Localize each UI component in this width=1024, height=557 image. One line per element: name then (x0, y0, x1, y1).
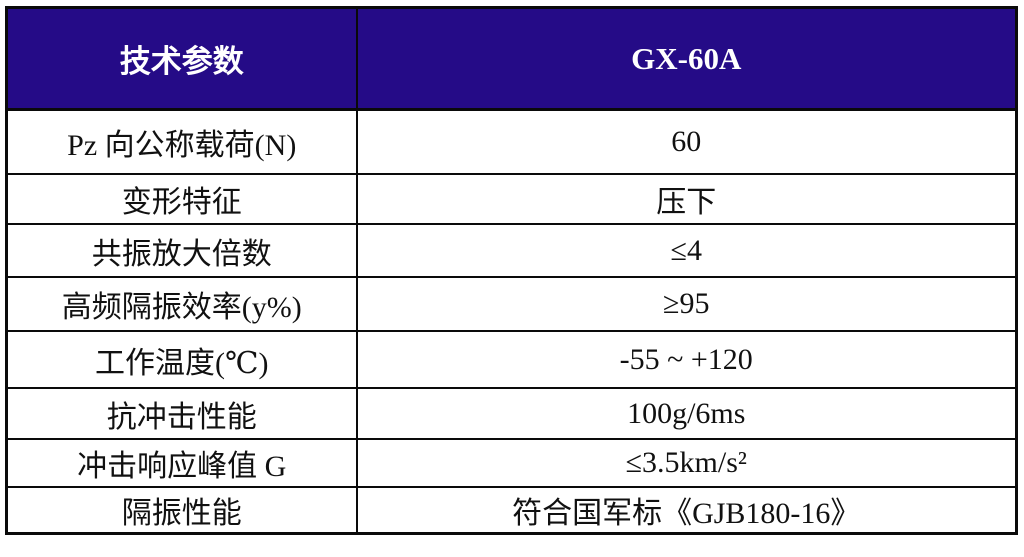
row-value: 符合国军标《GJB180-16》 (355, 486, 1018, 535)
spec-table: 技术参数 GX-60A Pz 向公称载荷(N) 60 变形特征 压下 共振放大倍… (5, 6, 1018, 535)
row-label: 隔振性能 (5, 486, 358, 535)
row-value: 压下 (355, 173, 1018, 225)
header-cell-parameters: 技术参数 (5, 6, 358, 111)
table-row: Pz 向公称载荷(N) 60 (5, 108, 1018, 175)
row-value: 60 (355, 108, 1018, 175)
table-row: 冲击响应峰值 G ≤3.5km/s² (5, 438, 1018, 488)
table-row: 高频隔振效率(y%) ≥95 (5, 276, 1018, 332)
header-cell-model: GX-60A (355, 6, 1018, 111)
table-row: 共振放大倍数 ≤4 (5, 223, 1018, 278)
row-value: ≤4 (355, 223, 1018, 278)
row-label: 变形特征 (5, 173, 358, 225)
row-label: 高频隔振效率(y%) (5, 276, 358, 332)
table-row: 抗冲击性能 100g/6ms (5, 387, 1018, 440)
header-row: 技术参数 GX-60A (5, 6, 1018, 111)
row-value: -55 ~ +120 (355, 330, 1018, 389)
row-value: 100g/6ms (355, 387, 1018, 440)
spec-table-body: Pz 向公称载荷(N) 60 变形特征 压下 共振放大倍数 ≤4 高频隔振效率(… (5, 108, 1018, 535)
table-row: 工作温度(℃) -55 ~ +120 (5, 330, 1018, 389)
row-label: 冲击响应峰值 G (5, 438, 358, 488)
row-label: 共振放大倍数 (5, 223, 358, 278)
row-label: 工作温度(℃) (5, 330, 358, 389)
row-value: ≤3.5km/s² (355, 438, 1018, 488)
table-row: 隔振性能 符合国军标《GJB180-16》 (5, 486, 1018, 535)
row-label: Pz 向公称载荷(N) (5, 108, 358, 175)
row-label: 抗冲击性能 (5, 387, 358, 440)
row-value: ≥95 (355, 276, 1018, 332)
table-row: 变形特征 压下 (5, 173, 1018, 225)
spec-table-head: 技术参数 GX-60A (5, 6, 1018, 111)
